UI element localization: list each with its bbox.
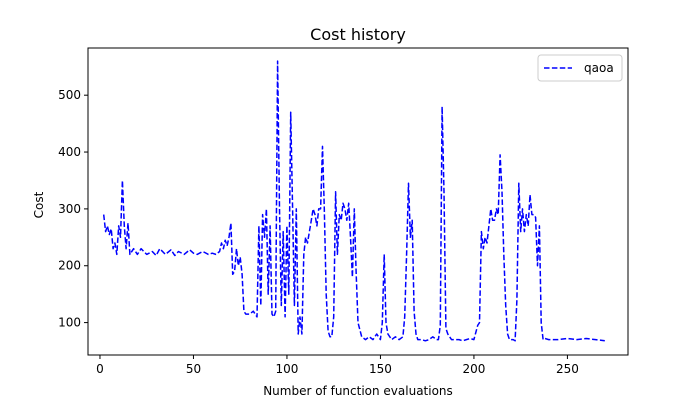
- x-tick-label: 150: [369, 362, 392, 376]
- y-tick-label: 200: [58, 259, 81, 273]
- x-axis: 0 50 100 150 200 250: [96, 355, 579, 376]
- plot-area: [87, 47, 629, 356]
- chart-title: Cost history: [310, 25, 406, 44]
- x-tick-label: 50: [186, 362, 201, 376]
- series-layer: [102, 60, 605, 342]
- y-tick-label: 400: [58, 145, 81, 159]
- y-tick-label: 300: [58, 202, 81, 216]
- x-tick-label: 200: [462, 362, 485, 376]
- plot-border: [87, 47, 629, 356]
- series-line-qaoa: [102, 60, 605, 342]
- x-tick-label: 0: [96, 362, 104, 376]
- y-tick-label: 500: [58, 88, 81, 102]
- y-axis-label: Cost: [32, 191, 46, 218]
- x-axis-label: Number of function evaluations: [263, 384, 453, 398]
- legend-box: [537, 54, 623, 82]
- x-tick-label: 100: [275, 362, 298, 376]
- legend-label: qaoa: [584, 61, 614, 75]
- legend: qaoa: [537, 54, 623, 82]
- x-tick-label: 250: [556, 362, 579, 376]
- y-tick-label: 100: [58, 316, 81, 330]
- y-axis: 100 200 300 400 500: [58, 88, 88, 330]
